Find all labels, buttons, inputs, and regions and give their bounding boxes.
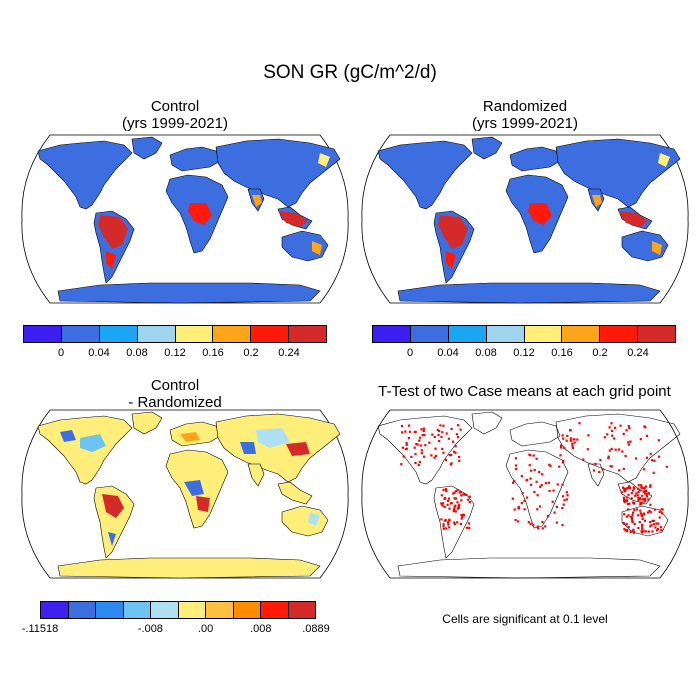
colorbar-swatch — [289, 326, 326, 342]
colorbar-swatch — [137, 326, 176, 342]
colorbar-swatch — [206, 602, 234, 618]
colorbar-swatch — [41, 602, 69, 618]
colorbar-tick-label: 0 — [406, 347, 414, 359]
panel-title-difference: Control - Randomized — [60, 377, 290, 411]
colorbar-randomized — [372, 325, 676, 343]
panel-title-line1: Control — [150, 98, 200, 115]
map-difference — [21, 409, 349, 579]
panel-title-randomized: Randomized (yrs 1999-2021) — [410, 98, 640, 132]
colorbar-tick-label: 0.2 — [243, 347, 259, 359]
colorbar-tick-label: -.008 — [137, 623, 163, 635]
colorbar-difference — [40, 601, 316, 619]
colorbar-control-ticks: 0 0.04 0.08 0.12 0.16 0.2 0.24 — [23, 347, 327, 361]
colorbar-randomized-ticks: 0 0.04 0.08 0.12 0.16 0.2 0.24 — [372, 347, 676, 361]
colorbar-tick-label: 0.08 — [475, 347, 497, 359]
panel-title-line2: - Randomized — [128, 394, 222, 411]
colorbar-tick-label: 0.04 — [88, 347, 110, 359]
colorbar-tick-label: 0.2 — [592, 347, 608, 359]
colorbar-swatch — [178, 602, 206, 618]
colorbar-swatch — [600, 326, 639, 342]
panel-title-control: Control (yrs 1999-2021) — [60, 98, 290, 132]
panel-title-ttest: T-Test of two Case means at each grid po… — [352, 383, 697, 400]
colorbar-swatch — [99, 326, 138, 342]
colorbar-swatch — [373, 326, 411, 342]
colorbar-tick-label: 0.16 — [202, 347, 224, 359]
colorbar-swatch — [486, 326, 525, 342]
colorbar-swatch — [251, 326, 290, 342]
colorbar-swatch — [24, 326, 62, 342]
colorbar-control — [23, 325, 327, 343]
colorbar-swatch — [151, 602, 179, 618]
colorbar-swatch — [638, 326, 675, 342]
colorbar-tick-label: 0.04 — [437, 347, 459, 359]
colorbar-tick-label: 0.12 — [164, 347, 186, 359]
colorbar-swatch — [562, 326, 601, 342]
colorbar-tick-label: .008 — [250, 623, 272, 635]
map-ttest — [361, 409, 689, 579]
colorbar-swatch — [261, 602, 289, 618]
panel-title-line2: (yrs 1999-2021) — [472, 115, 578, 132]
colorbar-swatch — [96, 602, 124, 618]
colorbar-swatch — [448, 326, 487, 342]
colorbar-tick-label: 0.16 — [551, 347, 573, 359]
colorbar-swatch — [233, 602, 261, 618]
significance-note: Cells are significant at 0.1 level — [442, 612, 608, 626]
map-randomized — [361, 134, 689, 304]
panel-title-line1: T-Test of two Case means at each grid po… — [378, 383, 671, 400]
colorbar-swatch — [213, 326, 252, 342]
colorbar-swatch — [288, 602, 315, 618]
colorbar-tick-label: .0889 — [302, 623, 330, 635]
colorbar-tick-label: 0.24 — [627, 347, 649, 359]
figure-title: SON GR (gC/m^2/d) — [263, 62, 437, 83]
panel-title-line1: Randomized — [482, 98, 568, 115]
panel-title-line1: Control — [150, 377, 200, 394]
colorbar-swatch — [123, 602, 151, 618]
colorbar-swatch — [61, 326, 100, 342]
colorbar-swatch — [410, 326, 449, 342]
colorbar-swatch — [68, 602, 96, 618]
colorbar-tick-label: 0 — [57, 347, 65, 359]
colorbar-tick-label: 0.08 — [126, 347, 148, 359]
colorbar-tick-label: 0.12 — [513, 347, 535, 359]
panel-title-line2: (yrs 1999-2021) — [122, 115, 228, 132]
map-control — [21, 134, 349, 304]
colorbar-difference-ticks: -.11518 -.008 .00 .008 .0889 — [22, 623, 330, 637]
colorbar-tick-label: 0.24 — [278, 347, 300, 359]
colorbar-swatch — [524, 326, 563, 342]
colorbar-swatch — [175, 326, 214, 342]
colorbar-tick-label: -.11518 — [21, 623, 59, 635]
colorbar-tick-label: .00 — [197, 623, 214, 635]
